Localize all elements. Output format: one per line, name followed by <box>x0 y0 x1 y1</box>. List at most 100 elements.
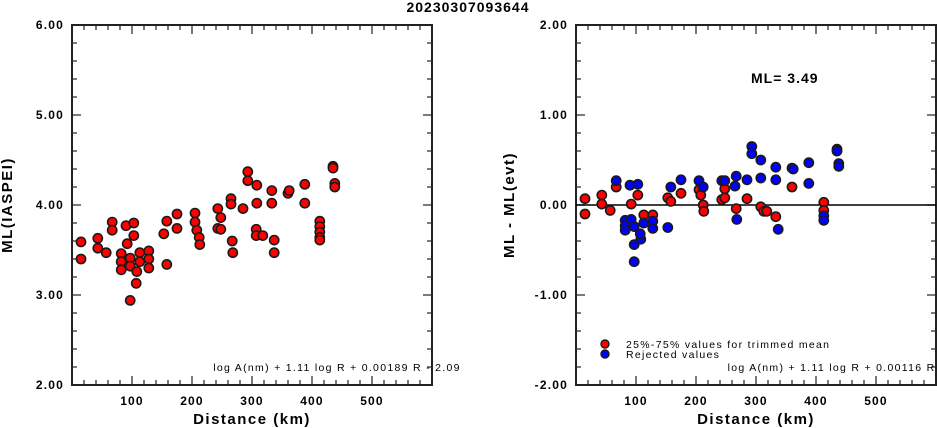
data-point <box>628 221 640 232</box>
data-point <box>242 166 254 178</box>
data-point <box>115 264 127 276</box>
data-point <box>134 247 146 259</box>
data-point <box>675 174 687 186</box>
y-axis-label: ML - ML(evt) <box>501 152 518 258</box>
data-point <box>786 181 798 193</box>
data-point <box>770 211 782 223</box>
data-point <box>730 170 742 182</box>
data-point <box>171 222 183 234</box>
y-tick-label: -1.00 <box>535 288 568 302</box>
y-tick-label: -2.00 <box>535 378 568 392</box>
data-point <box>632 178 644 190</box>
data-point <box>632 189 644 201</box>
data-point <box>227 247 239 259</box>
data-point <box>755 154 767 166</box>
data-point <box>619 224 631 236</box>
data-point <box>143 262 155 274</box>
data-point <box>266 185 278 196</box>
data-point <box>171 208 183 220</box>
data-point <box>647 222 659 234</box>
data-point <box>237 203 249 214</box>
data-point <box>130 277 142 289</box>
data-point <box>818 214 830 226</box>
x-tick-label: 200 <box>684 394 708 408</box>
data-point <box>215 223 227 235</box>
x-tick-label: 500 <box>864 394 888 408</box>
chart-title: 20230307093644 <box>406 0 529 15</box>
data-point <box>731 213 743 225</box>
x-tick-label: 300 <box>240 394 264 408</box>
y-tick-label: 2.00 <box>540 18 568 32</box>
data-point <box>75 236 87 248</box>
ml-value-label: ML= 3.49 <box>751 70 819 86</box>
x-tick-label: 200 <box>180 394 204 408</box>
data-point <box>579 208 591 220</box>
data-point <box>134 256 146 268</box>
data-point <box>697 181 709 193</box>
data-point <box>215 212 227 223</box>
y-tick-label: 1.00 <box>540 108 568 122</box>
data-point <box>719 175 731 187</box>
data-point <box>314 234 326 246</box>
data-point <box>283 185 295 196</box>
data-point <box>75 253 87 265</box>
data-point <box>128 230 140 241</box>
data-point <box>329 181 341 193</box>
data-point <box>665 181 677 193</box>
y-tick-label: 2.00 <box>36 378 64 392</box>
data-point <box>761 205 773 217</box>
data-point <box>92 232 104 244</box>
data-point <box>772 223 784 235</box>
data-point <box>299 197 311 209</box>
data-point <box>268 234 280 246</box>
data-point <box>662 222 674 233</box>
data-point <box>638 217 650 229</box>
data-point <box>226 235 238 247</box>
data-point <box>719 192 731 204</box>
data-point <box>194 239 206 250</box>
data-point <box>741 174 753 186</box>
data-point <box>787 163 799 175</box>
x-axis-label: Distance (km) <box>697 411 815 428</box>
data-point <box>770 174 782 186</box>
data-point <box>266 197 278 209</box>
x-axis-label: Distance (km) <box>193 411 311 428</box>
data-point <box>730 203 742 214</box>
data-point <box>268 247 280 259</box>
y-tick-label: 4.00 <box>36 198 64 212</box>
data-point <box>833 160 845 172</box>
x-tick-label: 100 <box>624 394 648 408</box>
data-point <box>741 193 753 205</box>
data-point <box>189 207 201 219</box>
x-tick-label: 400 <box>300 394 324 408</box>
data-point <box>746 148 758 160</box>
data-point <box>665 195 677 207</box>
y-axis-label: ML(IASPEI) <box>0 157 16 253</box>
legend-label: Rejected values <box>626 349 720 361</box>
data-point <box>100 247 112 259</box>
data-point <box>124 294 136 306</box>
data-point <box>803 157 815 169</box>
x-tick-label: 300 <box>744 394 768 408</box>
formula-annotation: log A(nm) + 1.11 log R + 0.00116 R - 2.0… <box>728 362 937 374</box>
x-tick-label: 500 <box>360 394 384 408</box>
data-point <box>327 162 339 174</box>
data-point <box>604 204 616 216</box>
data-point <box>755 172 767 184</box>
data-point <box>251 179 263 191</box>
data-point <box>121 238 133 250</box>
data-point <box>92 242 104 254</box>
x-tick-label: 100 <box>120 394 144 408</box>
data-point <box>225 198 237 210</box>
data-point <box>158 228 170 240</box>
data-point <box>128 217 140 229</box>
data-point <box>143 253 155 265</box>
data-point <box>634 228 646 240</box>
data-point <box>770 161 782 173</box>
data-point <box>610 175 622 187</box>
data-point <box>299 178 311 190</box>
data-point <box>675 187 687 199</box>
data-point <box>625 198 637 210</box>
data-point <box>831 145 843 157</box>
